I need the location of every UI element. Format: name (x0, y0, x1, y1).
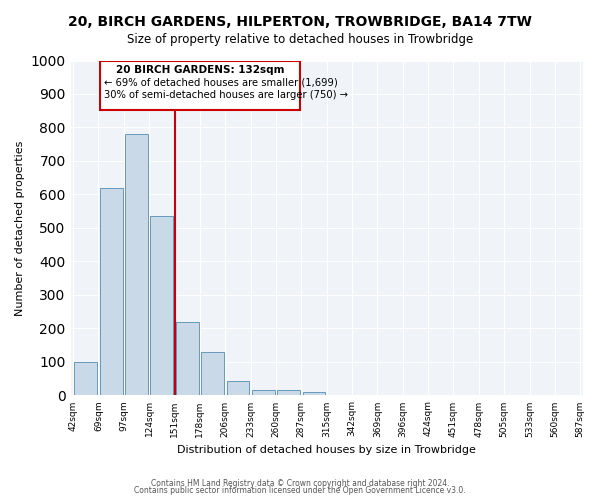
Bar (252, 390, 275, 396)
Text: Contains HM Land Registry data © Crown copyright and database right 2024.: Contains HM Land Registry data © Crown c… (151, 478, 449, 488)
Text: 30% of semi-detached houses are larger (750) →: 30% of semi-detached houses are larger (… (104, 90, 347, 100)
X-axis label: Distribution of detached houses by size in Trowbridge: Distribution of detached houses by size … (177, 445, 476, 455)
Bar (176, 322, 199, 396)
FancyBboxPatch shape (100, 60, 300, 110)
Bar (227, 382, 250, 396)
Text: 20 BIRCH GARDENS: 132sqm: 20 BIRCH GARDENS: 132sqm (116, 65, 284, 75)
Bar (302, 392, 325, 396)
Bar (201, 352, 224, 396)
Text: 20, BIRCH GARDENS, HILPERTON, TROWBRIDGE, BA14 7TW: 20, BIRCH GARDENS, HILPERTON, TROWBRIDGE… (68, 15, 532, 29)
Y-axis label: Number of detached properties: Number of detached properties (15, 140, 25, 316)
Bar (151, 216, 173, 396)
Text: ← 69% of detached houses are smaller (1,699): ← 69% of detached houses are smaller (1,… (104, 78, 337, 88)
Bar (74, 362, 97, 396)
Bar (100, 188, 122, 396)
Text: Size of property relative to detached houses in Trowbridge: Size of property relative to detached ho… (127, 32, 473, 46)
Bar (277, 390, 300, 396)
Bar (125, 134, 148, 396)
Text: Contains public sector information licensed under the Open Government Licence v3: Contains public sector information licen… (134, 486, 466, 495)
